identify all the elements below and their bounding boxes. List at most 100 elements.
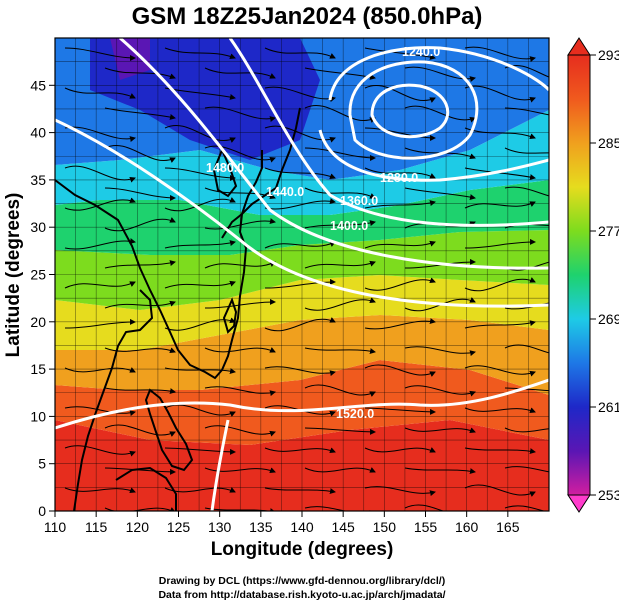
x-tick-label: 130 <box>208 519 232 535</box>
colorbar-ticks: 293 285 277 269 261 253 <box>590 47 619 503</box>
x-tick-label: 165 <box>496 519 520 535</box>
streamline <box>104 300 176 309</box>
streamline <box>204 261 276 269</box>
streamline <box>404 467 476 475</box>
x-tick-label: 110 <box>44 519 67 535</box>
streamline <box>364 318 436 330</box>
contour-label: 1480.0 <box>206 161 244 175</box>
streamline <box>64 281 136 289</box>
coastline-japan <box>221 107 301 239</box>
y-axis-label: Latitude (degrees) <box>3 193 24 358</box>
streamline <box>464 447 536 455</box>
streamline <box>64 197 136 211</box>
credit-drawing: Drawing by DCL (https://www.gfd-dennou.o… <box>159 575 445 587</box>
streamline <box>104 387 176 395</box>
streamline <box>364 85 436 103</box>
contour-label: 1400.0 <box>330 219 368 233</box>
contour-label: 1440.0 <box>266 185 304 199</box>
y-tick-label: 20 <box>30 314 46 330</box>
streamline <box>204 106 276 122</box>
streamline <box>464 167 536 180</box>
streamline <box>104 260 176 269</box>
streamline <box>164 367 236 375</box>
height-contour <box>210 419 230 511</box>
streamline <box>204 467 276 473</box>
coastline-asia <box>55 150 263 380</box>
coastline-philippines <box>144 388 194 472</box>
x-tick-label: 115 <box>85 519 108 535</box>
contour-label: 1520.0 <box>336 407 374 421</box>
y-tick-label: 25 <box>30 267 46 283</box>
streamline <box>504 427 549 433</box>
streamline <box>504 387 549 392</box>
streamline <box>204 187 276 200</box>
x-tick-label: 160 <box>455 519 479 535</box>
x-tick-label: 150 <box>373 519 397 535</box>
x-tick-label: 120 <box>126 519 150 535</box>
streamline <box>304 260 376 269</box>
contour-labels: 1240.0 1280.0 1360.0 1400.0 1480.0 1440.… <box>206 45 440 421</box>
x-tick-label: 155 <box>414 519 438 535</box>
streamline <box>264 366 336 377</box>
streamline <box>104 107 176 120</box>
streamline <box>64 445 136 457</box>
colorbar-min-arrow <box>567 494 591 513</box>
y-tick-label: 10 <box>30 408 46 424</box>
x-tick-label: 125 <box>167 519 191 535</box>
streamline <box>104 145 176 163</box>
temperature-field-plot <box>55 38 549 511</box>
longitude-ticks: 110 115 120 125 130 135 140 145 150 155 160 165 <box>44 511 520 535</box>
y-tick-label: 15 <box>30 361 46 377</box>
streamline <box>304 147 376 161</box>
streamline <box>264 125 336 143</box>
x-tick-label: 135 <box>249 519 273 535</box>
streamline <box>164 167 236 181</box>
streamline <box>164 240 236 249</box>
x-tick-label: 145 <box>331 519 355 535</box>
height-contour <box>370 83 450 139</box>
streamline <box>464 277 536 292</box>
streamline <box>504 186 549 197</box>
streamline <box>164 125 236 143</box>
streamline <box>364 240 436 249</box>
streamline <box>264 47 336 59</box>
streamline <box>464 201 536 209</box>
streamline <box>204 298 276 309</box>
streamline <box>464 365 536 377</box>
height-contour <box>228 38 549 227</box>
streamline <box>104 67 176 80</box>
streamline <box>64 318 136 329</box>
latitude-ticks: 0 5 10 15 20 25 30 35 40 45 <box>30 77 55 519</box>
streamline <box>64 47 136 61</box>
height-contour <box>328 46 549 101</box>
streamline <box>304 105 376 123</box>
streamline <box>164 47 236 60</box>
streamline <box>464 484 536 497</box>
streamline <box>164 404 236 417</box>
streamline <box>304 297 376 311</box>
y-tick-label: 45 <box>30 77 46 93</box>
streamline <box>104 424 176 437</box>
streamline <box>64 487 136 493</box>
streamline <box>104 217 176 232</box>
streamline <box>164 317 236 331</box>
streamline <box>64 367 136 373</box>
streamline <box>364 447 436 453</box>
streamline <box>204 425 276 437</box>
streamline <box>104 467 176 475</box>
streamline <box>304 467 376 473</box>
height-contour <box>119 38 549 270</box>
streamline <box>264 447 336 453</box>
streamline <box>404 504 445 511</box>
streamline <box>504 505 546 511</box>
streamline <box>264 198 336 210</box>
x-axis-label: Longitude (degrees) <box>211 539 394 560</box>
streamline <box>304 220 376 229</box>
streamline <box>204 218 276 230</box>
streamline <box>364 47 436 60</box>
streamline <box>264 241 336 249</box>
credit-data: Data from http://database.rish.kyoto-u.a… <box>158 589 445 601</box>
streamline <box>164 447 236 455</box>
streamline <box>304 384 376 397</box>
